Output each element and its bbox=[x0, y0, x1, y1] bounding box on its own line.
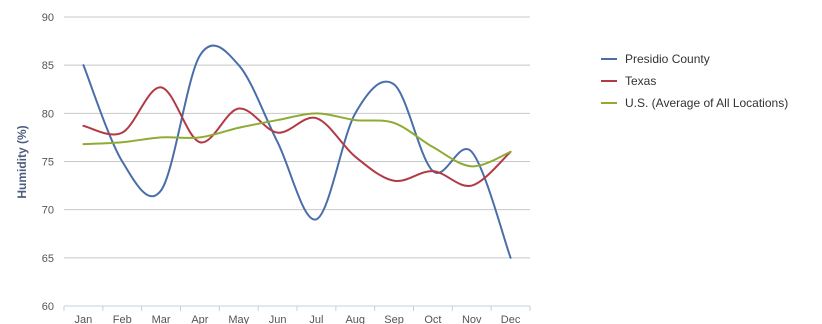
y-tick-label-70: 70 bbox=[42, 205, 54, 217]
y-tick-label-60: 60 bbox=[42, 301, 54, 313]
legend-label-1[interactable]: Texas bbox=[625, 74, 656, 88]
x-axis bbox=[63, 305, 531, 311]
series-line-2[interactable] bbox=[82, 112, 512, 168]
series-line-0[interactable] bbox=[82, 44, 512, 259]
series-line-1[interactable] bbox=[82, 86, 512, 187]
x-tick-label-jul: Jul bbox=[309, 314, 323, 324]
x-tick-label-apr: Apr bbox=[191, 314, 208, 324]
x-tick-label-aug: Aug bbox=[345, 314, 365, 324]
y-axis-tick-labels: 60 65 70 75 80 85 90 bbox=[42, 12, 54, 313]
legend-label-0[interactable]: Presidio County bbox=[625, 52, 710, 66]
x-tick-label-nov: Nov bbox=[462, 314, 482, 324]
x-tick-label-sep: Sep bbox=[384, 314, 404, 324]
x-tick-label-may: May bbox=[228, 314, 249, 324]
y-tick-label-65: 65 bbox=[42, 253, 54, 265]
x-tick-label-feb: Feb bbox=[113, 314, 132, 324]
y-tick-label-90: 90 bbox=[42, 12, 54, 24]
x-tick-label-jan: Jan bbox=[75, 314, 93, 324]
y-axis-title: Humidity (%) bbox=[15, 125, 29, 198]
legend: Presidio County Texas U.S. (Average of All… bbox=[601, 52, 788, 110]
x-tick-label-jun: Jun bbox=[269, 314, 287, 324]
x-tick-label-mar: Mar bbox=[152, 314, 171, 324]
x-tick-label-dec: Dec bbox=[501, 314, 521, 324]
y-tick-label-75: 75 bbox=[42, 157, 54, 169]
series-lines bbox=[82, 44, 512, 259]
x-axis-tick-labels: Jan Feb Mar Apr May Jun Jul Aug Sep Oct Nov Dec bbox=[75, 314, 521, 324]
y-tick-label-85: 85 bbox=[42, 60, 54, 72]
x-tick-label-oct: Oct bbox=[424, 314, 441, 324]
grid-lines bbox=[64, 16, 530, 259]
legend-label-2[interactable]: U.S. (Average of All Locations) bbox=[625, 96, 788, 110]
y-tick-label-80: 80 bbox=[42, 108, 54, 120]
